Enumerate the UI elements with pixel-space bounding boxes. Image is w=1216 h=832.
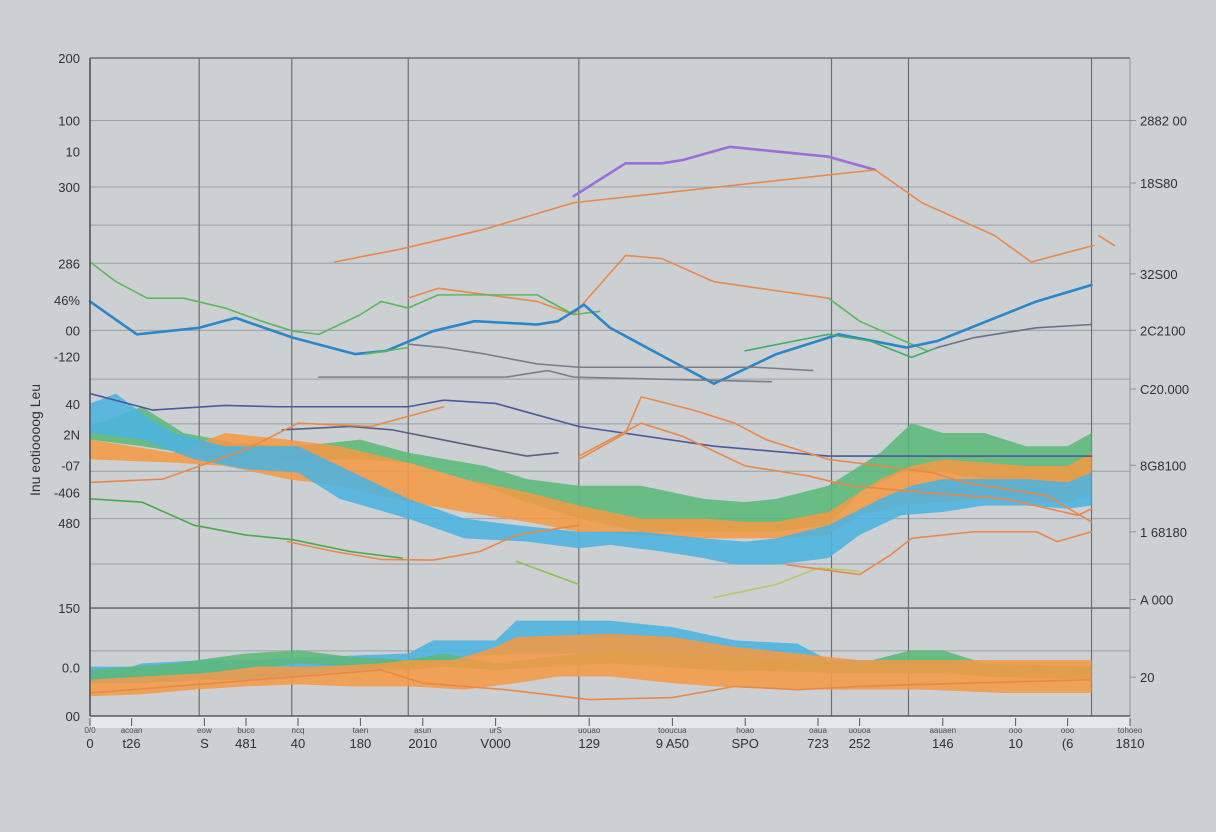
- y-tick-left-label: -406: [54, 485, 80, 500]
- line-orange-bottom: [89, 669, 1093, 701]
- y-tick-right-label: 20: [1140, 670, 1154, 685]
- line-green-lower-line: [89, 498, 403, 559]
- x-tick-label: (6: [1062, 736, 1074, 751]
- x-tick-sublabel: ooo: [1009, 726, 1023, 735]
- x-tick-label: 180: [350, 736, 372, 751]
- y-tick-left-label: 0.0: [62, 660, 80, 675]
- line-lime-low: [713, 567, 861, 599]
- x-tick-label: V000: [480, 736, 510, 751]
- x-tick-label: 481: [235, 736, 257, 751]
- line-navy-band-top: [89, 392, 1093, 457]
- x-tick-sublabel: taen: [353, 726, 369, 735]
- y-tick-left-label: 200: [58, 51, 80, 66]
- x-tick-sublabel: 0/0: [84, 726, 96, 735]
- line-green-tail: [515, 560, 580, 586]
- line-slate-upper: [936, 323, 1093, 349]
- area-green-band: [90, 406, 1092, 532]
- line-orange-mid: [407, 254, 830, 316]
- line-green-mid: [364, 346, 410, 355]
- line-green-upper-2: [827, 297, 929, 352]
- area-orange-band: [90, 433, 1092, 539]
- x-axis-ticks: 0/00acoant26eowSbuco481ncq40taen180asun2…: [84, 718, 1144, 751]
- x-tick-label: 2010: [408, 736, 437, 751]
- x-tick-sublabel: eow: [197, 726, 212, 735]
- x-tick-sublabel: aauaen: [929, 726, 956, 735]
- y-tick-left-label: -120: [54, 350, 80, 365]
- x-tick-sublabel: hoao: [736, 726, 754, 735]
- line-slate-mid: [407, 343, 814, 372]
- area-blue-band: [90, 393, 1092, 565]
- y-tick-right-label: 2C2100: [1140, 323, 1186, 338]
- y-tick-left-label: 40: [66, 397, 80, 412]
- x-tick-sublabel: tohoeo: [1118, 726, 1143, 735]
- line-slate-lower: [317, 369, 773, 383]
- line-orange-low-2: [785, 530, 1093, 576]
- x-tick-label: 9 A50: [656, 736, 689, 751]
- x-tick-sublabel: ooo: [1061, 726, 1075, 735]
- y-tick-left-label: 2N: [63, 427, 80, 442]
- x-tick-label: 40: [291, 736, 305, 751]
- line-orange-diag: [577, 396, 1093, 523]
- x-tick-label: 10: [1008, 736, 1022, 751]
- line-orange-cross: [89, 405, 445, 484]
- y-axis-right-ticks: 2882 00 18S80 32S00 2C2100 C20.000 8G8100 1 68…: [1130, 114, 1189, 685]
- area-series-group: [90, 393, 1092, 697]
- area-bottom-orange: [90, 633, 1092, 697]
- y-tick-right-label: 1 68180: [1140, 525, 1187, 540]
- x-tick-sublabel: uouao: [578, 726, 601, 735]
- x-tick-label: t26: [123, 736, 141, 751]
- x-tick-sublabel: asun: [414, 726, 431, 735]
- y-tick-left-label: 100: [58, 114, 80, 129]
- x-tick-label: 0: [86, 736, 93, 751]
- line-orange-upper: [333, 169, 1095, 263]
- x-tick-label: S: [200, 736, 209, 751]
- x-tick-label: 129: [578, 736, 600, 751]
- y-tick-left-label: 10: [66, 144, 80, 159]
- axes: [89, 58, 1131, 728]
- line-blue-main: [88, 283, 1093, 386]
- y-tick-left-label: 46%: [54, 293, 80, 308]
- x-tick-label: 723: [807, 736, 829, 751]
- y-tick-right-label: 8G8100: [1140, 458, 1186, 473]
- x-tick-label: 1810: [1116, 736, 1145, 751]
- line-green-mid-2: [744, 333, 939, 359]
- y-tick-right-label: 2882 00: [1140, 114, 1187, 129]
- x-tick-sublabel: ncq: [292, 726, 305, 735]
- line-green-upper: [89, 261, 601, 336]
- x-tick-sublabel: tooucua: [658, 726, 687, 735]
- x-tick-sublabel: urS: [489, 726, 501, 735]
- x-axis-band: [90, 716, 1130, 728]
- y-axis-left-ticks: 200 100 10 300 286 46% 00 -120 40 2N -07 -406 480 150…: [54, 51, 80, 724]
- y-tick-left-label: 286: [58, 256, 80, 271]
- gridlines: [89, 57, 1130, 717]
- x-tick-sublabel: oaua: [809, 726, 827, 735]
- y-tick-left-label: -07: [61, 458, 80, 473]
- y-tick-right-label: A 000: [1140, 593, 1173, 608]
- y-tick-left-label: 00: [66, 709, 80, 724]
- line-orange-low-mid: [577, 422, 1093, 517]
- x-tick-label: 146: [932, 736, 954, 751]
- y-tick-right-label: 32S00: [1140, 267, 1178, 282]
- y-axis-label: Inu eotioooog Leu: [27, 384, 43, 496]
- line-orange-upper-tail: [1098, 234, 1116, 247]
- y-tick-left-label: 300: [58, 180, 80, 195]
- x-tick-sublabel: buco: [237, 726, 255, 735]
- x-tick-sublabel: acoan: [121, 726, 143, 735]
- y-tick-left-label: 480: [58, 516, 80, 531]
- line-series-group: [88, 145, 1116, 701]
- x-tick-label: 252: [849, 736, 871, 751]
- line-purple: [572, 145, 877, 198]
- x-tick-label: SPO: [731, 736, 758, 751]
- y-tick-right-label: 18S80: [1140, 176, 1178, 191]
- y-tick-left-label: 00: [66, 323, 80, 338]
- line-navy-lower: [281, 425, 559, 457]
- line-orange-lower-line: [286, 524, 580, 561]
- y-tick-left-label: 150: [58, 601, 80, 616]
- x-tick-sublabel: uouoa: [848, 726, 871, 735]
- y-tick-right-label: C20.000: [1140, 382, 1189, 397]
